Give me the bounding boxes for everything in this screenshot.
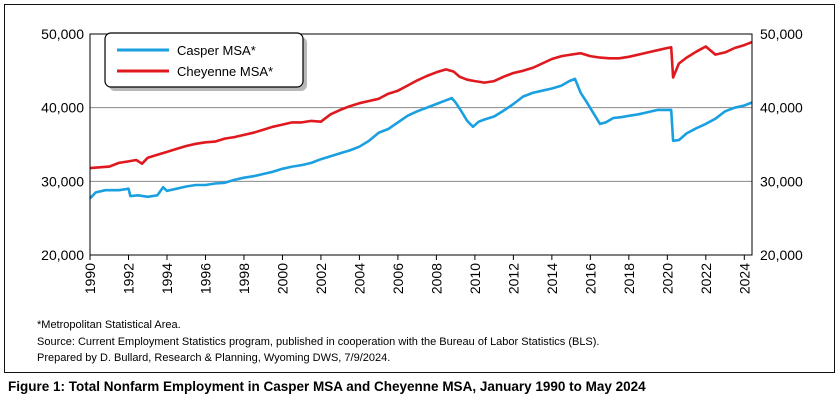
series-line-casper (89, 77, 753, 200)
x-tick-label: 2022 (698, 263, 714, 294)
y-tick-label-right: 50,000 (760, 26, 803, 42)
y-tick-label-left: 20,000 (41, 247, 84, 263)
x-tick-label: 2016 (582, 263, 598, 294)
x-tick-label: 2004 (351, 263, 367, 294)
note-metro: *Metropolitan Statistical Area. (37, 319, 181, 331)
figure-caption: Figure 1: Total Nonfarm Employment in Ca… (8, 379, 646, 394)
y-tick-label-left: 50,000 (41, 26, 84, 42)
x-tick-label: 2008 (428, 263, 444, 294)
x-tick-label: 2024 (736, 263, 752, 294)
y-tick-label-left: 30,000 (41, 173, 84, 189)
x-tick-label: 1992 (120, 263, 136, 294)
y-tick-label-right: 30,000 (760, 173, 803, 189)
note-prepared: Prepared by D. Bullard, Research & Plann… (37, 352, 391, 364)
tick-labels: 20,000 20,000 30,000 30,000 40,000 40,000 50,0… (41, 26, 803, 294)
legend: Casper MSA* Cheyenne MSA* (104, 32, 307, 91)
x-tick-label: 1998 (236, 263, 252, 294)
x-tick-label: 2012 (505, 263, 521, 294)
legend-box (104, 32, 304, 88)
grid (90, 107, 752, 182)
x-tick-label: 2018 (621, 263, 637, 294)
x-tick-label: 2002 (313, 263, 329, 294)
x-tick-label: 2000 (274, 263, 290, 294)
y-tick-label-left: 40,000 (41, 100, 84, 116)
series-line-cheyenne (89, 40, 753, 170)
x-tick-label: 1996 (197, 263, 213, 294)
x-tick-label: 2020 (659, 263, 675, 294)
x-tick-label: 2010 (467, 263, 483, 294)
x-tick-label: 1990 (82, 263, 98, 294)
legend-label-casper: Casper MSA* (177, 43, 256, 58)
y-tick-label-right: 40,000 (760, 100, 803, 116)
series-lines (89, 40, 753, 200)
x-tick-label: 1994 (159, 263, 175, 294)
note-source: Source: Current Employment Statistics pr… (37, 336, 600, 348)
legend-label-cheyenne: Cheyenne MSA* (177, 64, 273, 79)
x-tick-label: 2006 (390, 263, 406, 294)
figure-frame: 20,000 20,000 30,000 30,000 40,000 40,000 50,0… (4, 4, 835, 373)
y-tick-label-right: 20,000 (760, 247, 803, 263)
plot-border (89, 33, 753, 256)
employment-chart: 20,000 20,000 30,000 30,000 40,000 40,000 50,0… (41, 26, 803, 294)
x-tick-label: 2014 (544, 263, 560, 294)
